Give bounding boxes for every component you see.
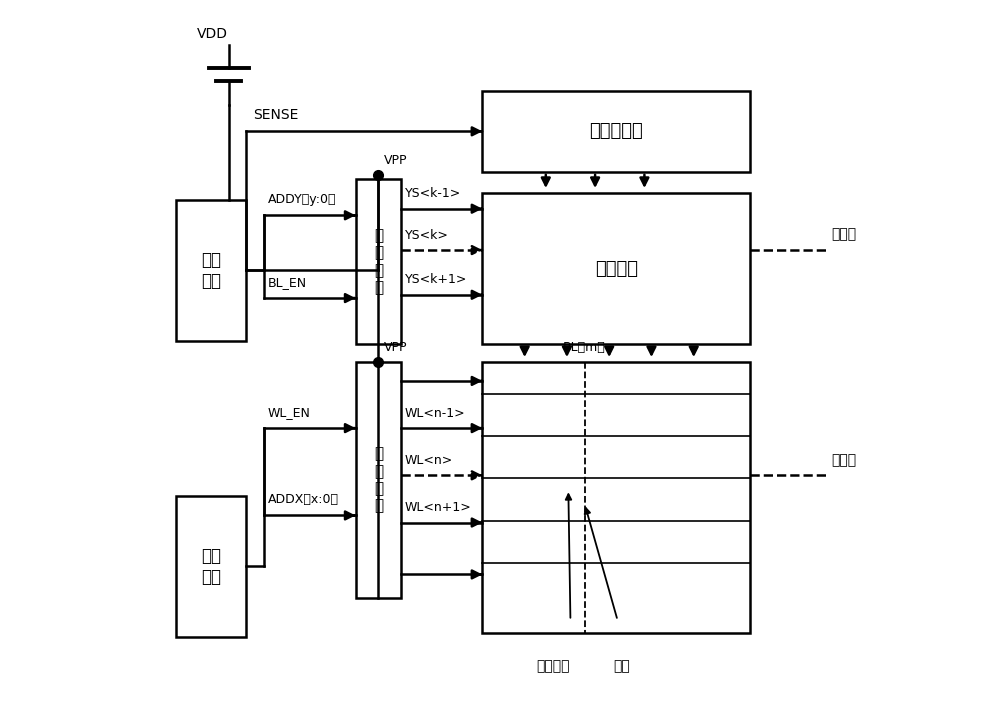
Text: WL<n>: WL<n> [405, 454, 453, 467]
Text: YS<k>: YS<k> [405, 229, 449, 241]
Text: BL_EN: BL_EN [268, 276, 307, 289]
FancyBboxPatch shape [482, 91, 750, 172]
Text: YS<k-1>: YS<k-1> [405, 187, 461, 200]
FancyBboxPatch shape [176, 496, 246, 637]
Text: WL<n-1>: WL<n-1> [405, 407, 466, 420]
FancyBboxPatch shape [356, 362, 401, 598]
Text: 行
译
码
器: 行 译 码 器 [374, 447, 383, 513]
Text: 灵敏放大器: 灵敏放大器 [589, 122, 643, 141]
Text: WL_EN: WL_EN [268, 406, 310, 419]
Text: WL<n+1>: WL<n+1> [405, 501, 472, 514]
Text: BL〈m〉: BL〈m〉 [563, 341, 606, 354]
Text: 电源
模块: 电源 模块 [201, 251, 221, 290]
Text: 位线: 位线 [613, 660, 630, 673]
Text: ADDX〈x:0〉: ADDX〈x:0〉 [268, 493, 339, 506]
Text: VPP: VPP [384, 154, 408, 167]
Text: VPP: VPP [384, 341, 408, 354]
Text: 控制
模块: 控制 模块 [201, 547, 221, 586]
FancyBboxPatch shape [356, 179, 401, 344]
FancyBboxPatch shape [176, 200, 246, 341]
FancyBboxPatch shape [482, 362, 750, 633]
Text: 位选线: 位选线 [831, 228, 856, 241]
Text: SENSE: SENSE [253, 108, 299, 122]
Text: 列
译
码
器: 列 译 码 器 [374, 228, 383, 295]
Text: ADDY〈y:0〉: ADDY〈y:0〉 [268, 193, 336, 206]
FancyBboxPatch shape [482, 193, 750, 344]
Text: 字选线: 字选线 [831, 453, 856, 467]
Text: 存储单元: 存储单元 [536, 660, 570, 673]
Text: VDD: VDD [197, 28, 228, 41]
Text: 位选开关: 位选开关 [595, 260, 638, 278]
Text: YS<k+1>: YS<k+1> [405, 273, 467, 286]
